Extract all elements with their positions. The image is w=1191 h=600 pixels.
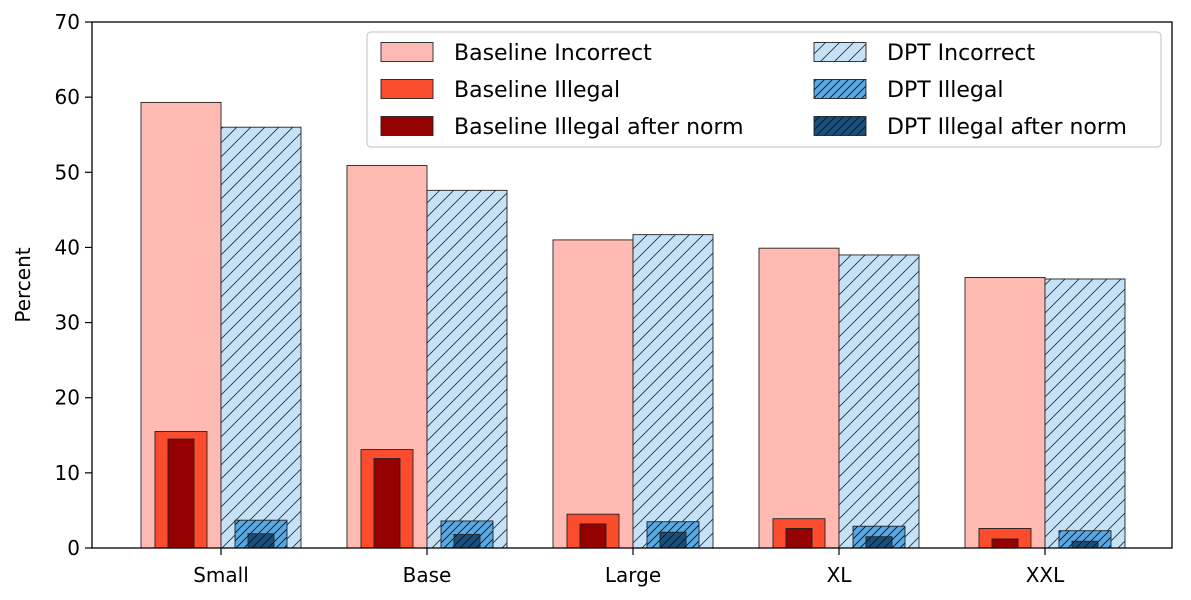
axes-layer: 0 10 20 30 40 50 60 70 Small Base Large XL XXL Percen…: [11, 10, 1173, 587]
bar-dpt-incorrect-small: [220, 126, 302, 549]
legend-label: Baseline Illegal after norm: [454, 115, 744, 140]
bar-dpt-illegal-after-norm-xl: [865, 536, 893, 549]
legend-label: Baseline Incorrect: [454, 41, 652, 66]
bar-baseline-illegal-after-norm-xxl: [991, 538, 1019, 549]
bar-dpt-incorrect-xxl: [1044, 278, 1126, 549]
y-tick-label: 40: [55, 235, 80, 259]
y-tick-label: 70: [55, 10, 80, 34]
y-axis-label: Percent: [11, 247, 35, 322]
bar-dpt-incorrect-large: [632, 234, 714, 549]
x-tick-label-base: Base: [403, 563, 452, 587]
bar-baseline-incorrect-large: [552, 239, 634, 549]
bar-dpt-illegal-after-norm-base: [453, 534, 481, 549]
bar-baseline-illegal-after-norm-base: [373, 458, 401, 549]
y-tick-label: 0: [67, 536, 80, 560]
bar-baseline-incorrect-xxl: [964, 277, 1046, 549]
legend-label: DPT Illegal after norm: [887, 115, 1127, 140]
legend: Baseline Incorrect Baseline Illegal Baseli…: [366, 31, 1162, 148]
legend-frame: [366, 31, 1162, 148]
y-tick-label: 10: [55, 461, 80, 485]
x-tick-label-small: Small: [193, 563, 249, 587]
y-tick-label: 20: [55, 386, 80, 410]
bar-dpt-illegal-after-norm-small: [247, 533, 275, 549]
legend-label: DPT Incorrect: [887, 41, 1035, 66]
y-tick-label: 30: [55, 311, 80, 335]
legend-item-dpt-illegal: DPT Illegal: [813, 78, 1003, 103]
bar-baseline-illegal-after-norm-xl: [785, 528, 813, 549]
legend-item-dpt-illegal-after-norm: DPT Illegal after norm: [813, 115, 1127, 140]
legend-label: DPT Illegal: [887, 78, 1003, 103]
bar-baseline-illegal-after-norm-small: [167, 438, 195, 549]
x-tick-label-large: Large: [605, 563, 661, 587]
x-tick-label-xxl: XXL: [1026, 563, 1065, 587]
bar-dpt-incorrect-xl: [838, 254, 920, 549]
legend-item-baseline-illegal-after-norm: Baseline Illegal after norm: [380, 115, 744, 140]
bar-baseline-illegal-after-norm-large: [579, 523, 607, 549]
y-tick-label: 60: [55, 85, 80, 109]
bar-baseline-incorrect-xl: [758, 247, 840, 549]
bar-dpt-illegal-after-norm-xxl: [1071, 540, 1099, 549]
legend-item-baseline-illegal: Baseline Illegal: [380, 78, 620, 103]
bar-dpt-incorrect-base: [426, 189, 508, 549]
bar-dpt-illegal-after-norm-large: [659, 531, 687, 549]
bars-layer: [140, 101, 1126, 549]
legend-item-dpt-incorrect: DPT Incorrect: [813, 41, 1035, 66]
y-tick-label: 50: [55, 160, 80, 184]
legend-label: Baseline Illegal: [454, 78, 620, 103]
legend-item-baseline-incorrect: Baseline Incorrect: [380, 41, 652, 66]
plot-frame: [91, 21, 1173, 549]
x-tick-label-xl: XL: [827, 563, 853, 587]
